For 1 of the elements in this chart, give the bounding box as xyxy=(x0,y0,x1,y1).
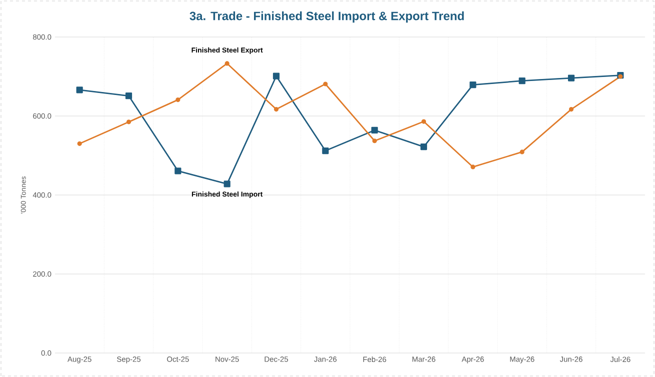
chart-title: 3a. Trade - Finished Steel Import & Export Trend xyxy=(190,11,464,23)
